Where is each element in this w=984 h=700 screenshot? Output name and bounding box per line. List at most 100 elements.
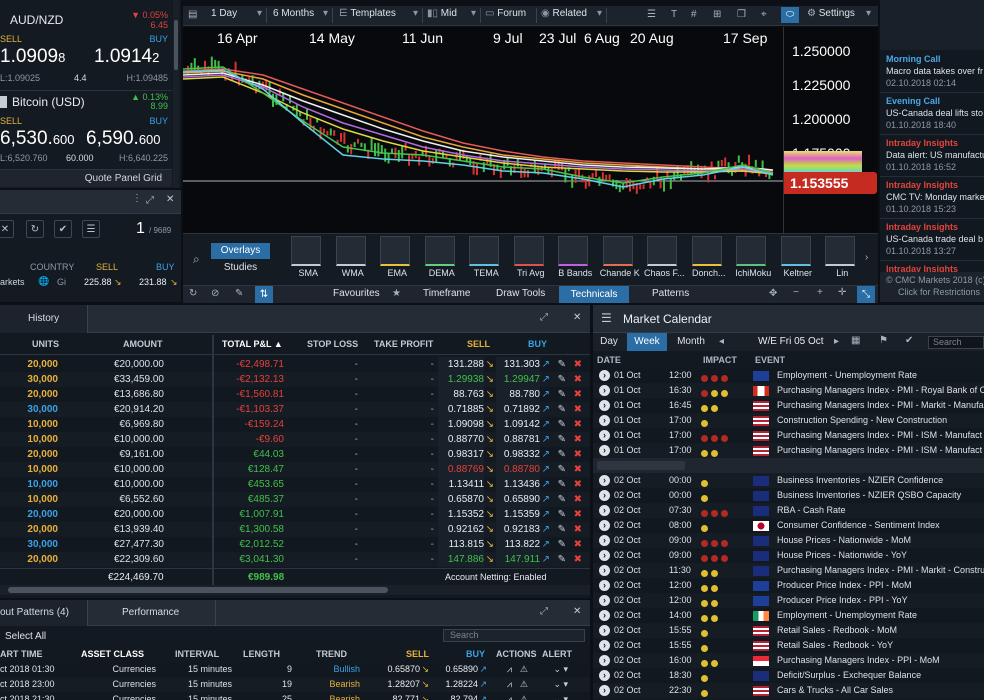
expand-row-icon[interactable]: ›: [599, 445, 610, 456]
close-position-icon[interactable]: ✖: [573, 374, 582, 385]
alert-dropdown[interactable]: ⌄ ▾: [553, 694, 568, 700]
cancel-icon[interactable]: ⊘: [211, 288, 220, 299]
sell-price[interactable]: 1.29938: [438, 372, 484, 387]
minus-icon[interactable]: −: [793, 287, 799, 298]
calendar-event-row[interactable]: › 02 Oct 11:30 Purchasing Managers Index - …: [593, 563, 984, 578]
pencil-icon[interactable]: ✎: [235, 288, 244, 299]
edit-icon[interactable]: ✎: [557, 389, 566, 400]
expand-row-icon[interactable]: ›: [599, 490, 610, 501]
expand-row-icon[interactable]: ›: [599, 640, 610, 651]
list-icon[interactable]: ☰: [82, 220, 100, 238]
quote-tile-bitcoin[interactable]: Bitcoin (USD) ▲ 0.13% 8.99 SELL BUY 6,53…: [0, 90, 172, 168]
calendar-event-row[interactable]: › 01 Oct 16:30 Purchasing Managers Index - …: [593, 383, 984, 398]
sell-price[interactable]: 0.71885: [438, 402, 484, 417]
expand-row-icon[interactable]: ›: [599, 655, 610, 666]
chart-action-icon[interactable]: ⩘: [506, 679, 512, 689]
move-icon[interactable]: ⇅: [255, 286, 273, 303]
close-icon[interactable]: ✕: [573, 312, 582, 323]
indicator-tile[interactable]: TEMA: [465, 234, 508, 285]
alert-action-icon[interactable]: ⚠: [519, 664, 528, 674]
position-row[interactable]: 20,000 €9,161.00 €44.03- -0.98317 ↘ 0.98332 ↗ ✎…: [0, 447, 590, 462]
news-item[interactable]: Morning Call Macro data takes over fr 02.1…: [880, 52, 984, 93]
sell-price[interactable]: 147.886: [438, 552, 484, 567]
settings-menu[interactable]: ⚙ Settings ▾: [807, 8, 871, 19]
indicator-tile[interactable]: Tri Avg: [510, 234, 553, 285]
expand-row-icon[interactable]: ›: [599, 505, 610, 516]
expand-row-icon[interactable]: ›: [599, 565, 610, 576]
sell-price[interactable]: 1.15352: [438, 507, 484, 522]
quote-panel-footer[interactable]: Quote Panel Grid: [0, 169, 172, 187]
news-item[interactable]: Intraday Insights Data alert: US manufact…: [880, 136, 984, 177]
expand-row-icon[interactable]: ›: [599, 520, 610, 531]
price-plot[interactable]: [183, 27, 783, 233]
buy-price[interactable]: 0.88780: [496, 462, 540, 477]
indicator-tile[interactable]: SMA: [287, 234, 330, 285]
sell-price[interactable]: 1.09098: [438, 417, 484, 432]
edit-icon[interactable]: ✎: [557, 449, 566, 460]
expand-row-icon[interactable]: ›: [599, 385, 610, 396]
related-menu[interactable]: ◉ Related ▾: [541, 8, 607, 23]
edit-icon[interactable]: ✎: [557, 404, 566, 415]
tab-day[interactable]: Day: [600, 336, 618, 347]
buy-price[interactable]: 1.29947: [496, 372, 540, 387]
text-icon[interactable]: T: [671, 9, 678, 20]
close-position-icon[interactable]: ✖: [573, 494, 582, 505]
edit-icon[interactable]: ✎: [557, 419, 566, 430]
panel-icon[interactable]: ▤: [188, 9, 198, 20]
news-item[interactable]: Intraday Insights CMC TV: Monday marke 01.…: [880, 178, 984, 219]
check-icon[interactable]: ✔: [54, 220, 72, 238]
calendar-search-input[interactable]: Search: [928, 336, 984, 349]
buy-price[interactable]: 0.65890: [496, 492, 540, 507]
close-position-icon[interactable]: ✖: [573, 464, 582, 475]
pan-icon[interactable]: ✛: [838, 287, 847, 298]
price-chart[interactable]: 16 Apr 14 May 11 Jun 9 Jul 23 Jul 6 Aug …: [183, 27, 878, 233]
calendar-event-row[interactable]: › 02 Oct 18:30 Deficit/Surplus - Exchequer …: [593, 668, 984, 683]
pattern-row[interactable]: ct 2018 23:00 Currencies 15 minutes 19 Beari…: [0, 677, 590, 692]
edit-icon[interactable]: ✎: [557, 479, 566, 490]
tab-overlays[interactable]: Overlays: [211, 243, 270, 259]
close-position-icon[interactable]: ✖: [573, 449, 582, 460]
position-row[interactable]: 10,000 €6,969.80 -€159.24- -1.09098 ↘ 1.09142…: [0, 417, 590, 432]
close-icon[interactable]: ✕: [573, 606, 582, 617]
expand-row-icon[interactable]: ›: [599, 625, 610, 636]
sell-price[interactable]: 88.763: [438, 387, 484, 402]
refresh-icon[interactable]: ↻: [26, 220, 44, 238]
chevron-right-icon[interactable]: ›: [865, 252, 869, 263]
expand-icon[interactable]: ⤢: [146, 195, 154, 206]
calendar-event-row[interactable]: › 01 Oct 17:00 Purchasing Managers Index - …: [593, 428, 984, 443]
expand-row-icon[interactable]: ›: [599, 595, 610, 606]
buy-price[interactable]: 147.911: [496, 552, 540, 567]
close-icon[interactable]: ✕: [0, 220, 14, 238]
tab-week[interactable]: Week: [627, 333, 667, 351]
pattern-row[interactable]: ct 2018 21:30 Currencies 15 minutes 25 Beari…: [0, 692, 590, 700]
range-select[interactable]: 6 Months ▾: [271, 8, 333, 23]
sell-price[interactable]: 0.92162: [438, 522, 484, 537]
sell-price[interactable]: 0.88769: [438, 462, 484, 477]
check-icon[interactable]: ✔: [905, 335, 914, 346]
buy-price[interactable]: 0.71892: [496, 402, 540, 417]
calendar-event-row[interactable]: › 01 Oct 12:00 Employment - Unemployment Ra…: [593, 368, 984, 383]
edit-icon[interactable]: ✎: [557, 374, 566, 385]
buy-price[interactable]: 1.09142: [496, 417, 540, 432]
sell-price[interactable]: 0.65870: [438, 492, 484, 507]
buy-price[interactable]: 0.88781: [496, 432, 540, 447]
quote-panel-scrollbar[interactable]: [173, 0, 179, 188]
calendar-event-row[interactable]: › 02 Oct 12:00 Producer Price Index - PPI -…: [593, 593, 984, 608]
patterns-search-input[interactable]: Search: [443, 629, 585, 642]
forum-button[interactable]: ▭ Forum: [485, 8, 537, 23]
buy-price[interactable]: 0.98332: [496, 447, 540, 462]
close-position-icon[interactable]: ✖: [573, 554, 582, 565]
buy-price[interactable]: 113.822: [496, 537, 540, 552]
position-row[interactable]: 20,000 €20,000.00 €1,007.91- -1.15352 ↘ 1.153…: [0, 507, 590, 522]
calendar-event-row[interactable]: › 01 Oct 17:00 Purchasing Managers Index - …: [593, 443, 984, 458]
sell-price[interactable]: 1.13411: [438, 477, 484, 492]
close-position-icon[interactable]: ✖: [573, 539, 582, 550]
calendar-event-row[interactable]: › 02 Oct 08:00 Consumer Confidence - Sentim…: [593, 518, 984, 533]
tab-performance[interactable]: Performance: [90, 600, 216, 626]
news-item[interactable]: Intraday Insights: [880, 262, 984, 302]
align-icon[interactable]: ☰: [647, 9, 656, 20]
calendar-event-row[interactable]: › 02 Oct 15:55 Retail Sales - Redbook - YoY: [593, 638, 984, 653]
position-row[interactable]: 20,000 €13,686.80 -€1,560.81- -88.763 ↘ 88.78…: [0, 387, 590, 402]
calendar-menu-icon[interactable]: ☰: [601, 311, 612, 325]
expand-row-icon[interactable]: ›: [599, 415, 610, 426]
